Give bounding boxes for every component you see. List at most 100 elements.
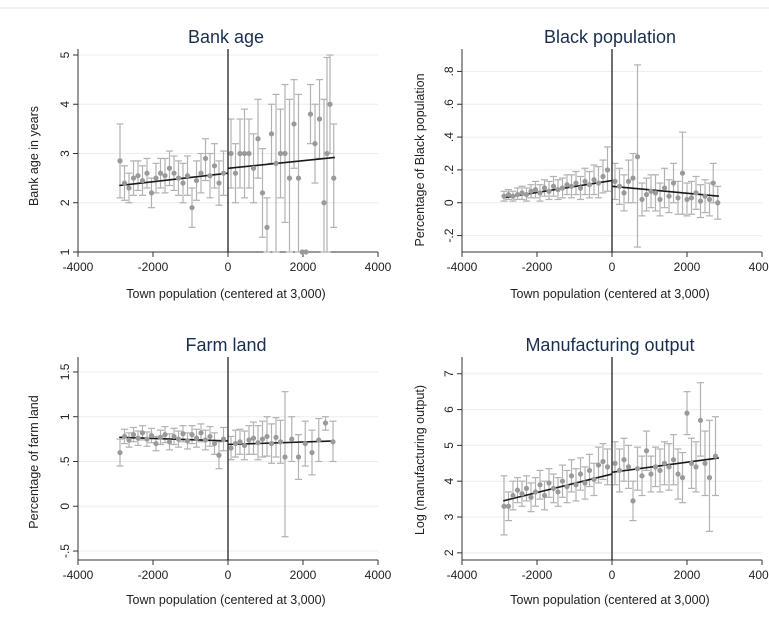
data-point: [180, 431, 186, 437]
x-tick-label: -2000: [138, 260, 169, 274]
y-axis-label: Percentage of farm land: [27, 395, 41, 528]
x-tick-label: 2000: [290, 260, 317, 274]
data-point: [639, 473, 645, 479]
data-point: [510, 492, 516, 499]
data-point: [616, 467, 623, 474]
y-tick-label: 5: [442, 442, 456, 449]
y-tick-label: -.2: [442, 228, 456, 242]
y-tick-label: 7: [442, 370, 456, 377]
x-tick-label: 0: [609, 260, 616, 274]
data-point: [648, 188, 654, 194]
data-point: [643, 448, 650, 454]
data-point: [586, 467, 593, 474]
data-point: [148, 190, 155, 196]
data-point: [697, 417, 704, 423]
data-point: [166, 439, 173, 445]
data-point: [268, 440, 275, 447]
data-point: [193, 177, 200, 184]
y-tick-label: .4: [442, 132, 456, 142]
data-point: [634, 154, 641, 160]
data-point: [259, 190, 266, 196]
data-point: [582, 480, 588, 486]
data-point: [634, 466, 641, 472]
data-point: [550, 183, 557, 189]
panel-title: Manufacturing output: [525, 335, 694, 355]
y-tick-label: 1: [58, 248, 72, 255]
data-point: [291, 121, 297, 127]
data-point: [532, 187, 539, 193]
data-point: [198, 430, 204, 436]
data-point: [255, 440, 261, 446]
data-point: [559, 478, 566, 484]
data-point: [510, 193, 516, 199]
data-point: [139, 177, 146, 184]
data-point: [202, 155, 209, 162]
data-point: [702, 460, 708, 466]
data-point: [505, 191, 512, 198]
data-point: [528, 494, 534, 500]
x-tick-label: 2000: [674, 260, 701, 274]
data-point: [604, 464, 611, 470]
data-point: [331, 175, 337, 181]
data-point: [259, 436, 266, 442]
data-point: [126, 185, 132, 191]
data-point: [255, 136, 261, 142]
data-point: [657, 196, 663, 203]
data-point: [232, 440, 239, 447]
data-point: [273, 160, 279, 166]
y-tick-label: .5: [58, 456, 72, 466]
y-tick-label: 5: [58, 51, 72, 58]
data-point: [582, 178, 588, 185]
data-point: [625, 178, 632, 185]
data-point: [559, 185, 566, 191]
data-point: [228, 150, 234, 157]
y-tick-label: 1.5: [58, 363, 72, 380]
data-point: [135, 435, 141, 441]
data-point: [144, 436, 150, 442]
data-point: [121, 180, 128, 186]
data-point: [546, 480, 552, 486]
data-point: [157, 434, 164, 440]
data-point: [693, 190, 699, 196]
data-point: [501, 193, 507, 199]
data-point: [309, 449, 315, 456]
data-point: [706, 196, 713, 203]
data-point: [237, 150, 243, 157]
x-tick-label: -4000: [447, 260, 478, 274]
data-point: [568, 183, 575, 189]
data-point: [693, 464, 699, 470]
data-point: [630, 498, 636, 504]
data-point: [670, 180, 677, 186]
data-point: [600, 458, 606, 465]
data-point: [702, 193, 708, 199]
data-point: [241, 150, 248, 157]
data-point: [577, 185, 584, 191]
data-point: [202, 437, 209, 443]
data-point: [153, 440, 159, 447]
data-point: [139, 430, 146, 436]
panel-title: Bank age: [188, 27, 264, 47]
data-point: [555, 489, 561, 495]
panel-bank-age: Bank age Bank age in years Town populati…: [27, 27, 392, 301]
data-point: [505, 503, 512, 509]
panel-title: Black population: [544, 27, 676, 47]
data-point: [591, 177, 597, 183]
data-point: [264, 224, 270, 230]
data-point: [330, 439, 336, 445]
data-point: [666, 193, 672, 199]
data-point: [675, 195, 681, 201]
data-point: [148, 432, 155, 439]
data-point: [198, 170, 204, 176]
data-point: [232, 170, 239, 176]
data-point: [211, 440, 218, 447]
data-point: [237, 439, 243, 445]
data-point: [639, 196, 645, 203]
x-tick-label: 2000: [674, 568, 701, 582]
data-point: [564, 483, 570, 490]
data-point: [130, 432, 137, 438]
data-point: [189, 205, 195, 211]
data-point: [573, 482, 579, 488]
x-tick-label: -4000: [447, 568, 478, 582]
data-point: [532, 489, 539, 495]
